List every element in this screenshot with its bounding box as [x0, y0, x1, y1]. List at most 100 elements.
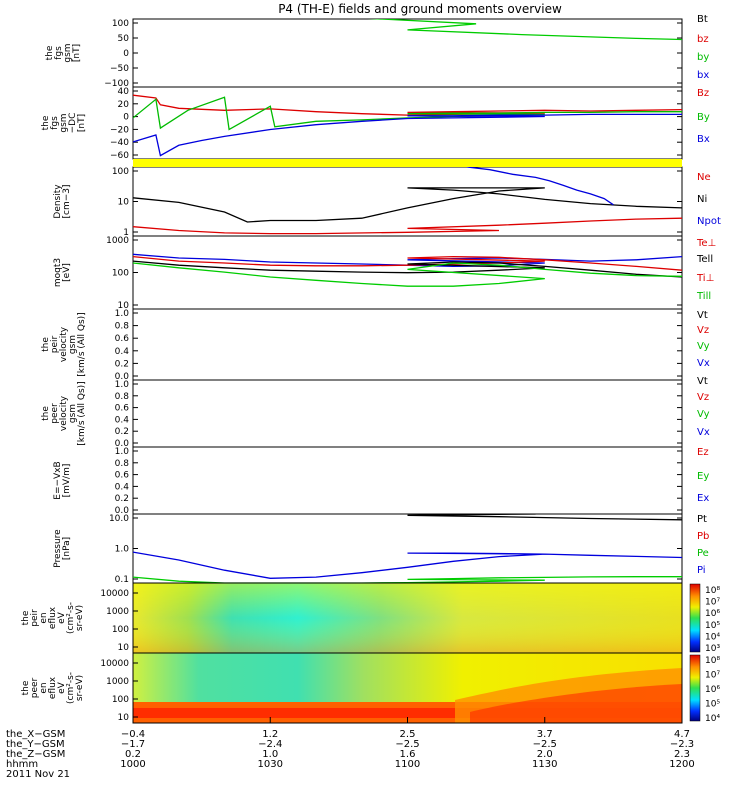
- y-axis-label: the: [21, 610, 31, 625]
- y-axis-label: peir: [50, 335, 60, 353]
- y-tick-label: 10.0: [109, 514, 129, 524]
- y-tick-label: 10: [118, 643, 130, 653]
- y-axis-label: E=−VxB: [53, 461, 63, 499]
- y-axis-label: gsm: [63, 43, 73, 62]
- y-tick-label: 0.2: [115, 427, 129, 437]
- y-axis-label: [mV/m]: [62, 464, 72, 498]
- y-tick-label: −50: [110, 64, 129, 74]
- legend-entry: Bx: [697, 134, 710, 145]
- y-axis-label: the: [41, 115, 51, 130]
- y-axis-label: [nT]: [72, 44, 82, 62]
- x-tick-label: 2.5: [400, 729, 416, 740]
- y-tick-label: 1000: [106, 236, 129, 246]
- x-row-label: the_Z−GSM: [6, 749, 65, 760]
- y-tick-label: 100: [112, 167, 129, 177]
- series-line-Till: [133, 262, 682, 287]
- x-tick-label: 1130: [532, 759, 557, 770]
- x-tick-label: 1.0: [262, 749, 278, 760]
- y-tick-label: −60: [110, 151, 129, 161]
- y-axis-label: the: [21, 680, 31, 695]
- panel-peer_velocity: 1.0 0.8 0.60.4 0.2 0.0 the peer velocity gsm [km/…: [41, 376, 710, 449]
- x-tick-label: 0.2: [125, 749, 141, 760]
- chart-title: P4 (TH-E) fields and ground moments over…: [278, 2, 562, 16]
- series-line-Pe: [133, 576, 682, 583]
- panel-frame: [132, 308, 683, 381]
- colorbar-tick-label: 10⁷: [705, 598, 720, 608]
- y-axis-label: eV: [57, 611, 67, 624]
- series-line-Ti⊥: [133, 253, 682, 268]
- legend-entry: Pt: [697, 514, 707, 525]
- panel-frame: [132, 18, 683, 88]
- y-axis-label: Pressure: [53, 529, 63, 568]
- y-tick-label: −20: [110, 125, 129, 135]
- y-axis-label: −DC: [68, 113, 78, 134]
- y-tick-label: 0.4: [115, 415, 130, 425]
- y-axis-label: en: [39, 612, 49, 623]
- legend-entry: Ey: [697, 471, 709, 482]
- y-tick-label: 10: [118, 713, 130, 723]
- y-axis-label: [km/s (All Qs)]: [77, 381, 87, 445]
- series-line-By: [133, 96, 682, 131]
- x-tick-label: 2.0: [537, 749, 553, 760]
- y-axis-label: gsm: [68, 335, 78, 354]
- y-axis-label: eflux: [48, 676, 58, 699]
- y-axis-label: [km/s (All Qs)]: [77, 312, 87, 376]
- legend-entry: Pe: [697, 548, 709, 559]
- legend-entry: Bt: [697, 14, 708, 25]
- panel-peir_velocity: 1.0 0.8 0.6 0.4 0.2 0.0 the peir velocity gsm [km/…: [41, 308, 710, 382]
- x-row-label: the_Y−GSM: [6, 739, 65, 750]
- x-tick-label: 1000: [120, 759, 145, 770]
- x-tick-label: −2.5: [395, 739, 419, 750]
- x-row-label: the_X−GSM: [6, 729, 65, 740]
- legend-entry: Vz: [697, 392, 709, 403]
- legend-entry: Npot: [697, 216, 721, 227]
- spectrogram-peer: [132, 652, 683, 724]
- y-axis-label: sr-eV): [75, 605, 85, 631]
- y-axis-label: gsm: [68, 404, 78, 423]
- panel-frame: [132, 379, 683, 448]
- y-tick-label: 50: [118, 34, 130, 44]
- panel-fgs_gsm: 100 50 0 −50 −100 the fgs gsm [nT] Bt bz by bx: [45, 14, 709, 89]
- y-tick-label: 10: [118, 301, 130, 311]
- y-axis-label: fgs: [54, 46, 64, 60]
- y-tick-label: 0.6: [115, 334, 130, 344]
- y-tick-label: 0.0: [115, 439, 130, 449]
- y-tick-label: 10000: [100, 589, 129, 599]
- y-tick-label: 0.0: [115, 506, 130, 516]
- y-tick-label: 0.0: [115, 372, 130, 382]
- y-axis-label: peer: [50, 403, 60, 424]
- y-axis-label: peer: [30, 677, 40, 698]
- y-tick-label: 1000: [106, 607, 129, 617]
- legend-entry: by: [697, 52, 709, 63]
- series-line-Npot: [466, 167, 614, 206]
- y-axis-label: the: [41, 337, 51, 352]
- panel-pressure: 10.0 1.0 0.1 Pressure [nPa] Pt Pb Pe Pi: [53, 513, 709, 585]
- y-axis-label: en: [39, 682, 49, 693]
- legend-entry: Vy: [697, 341, 710, 352]
- y-tick-label: 1: [123, 228, 129, 238]
- legend-entry: Vt: [697, 310, 708, 321]
- legend-entry: Vz: [697, 325, 709, 336]
- quality-flag-bar: [133, 159, 682, 167]
- y-tick-label: 0.4: [115, 482, 130, 492]
- y-tick-label: 10000: [100, 659, 129, 669]
- colorbar-tick-label: 10⁶: [705, 609, 720, 619]
- series-line-Pt: [407, 514, 682, 524]
- panel-frame: [132, 86, 683, 160]
- y-tick-label: 1000: [106, 677, 129, 687]
- series-line-Te⊥: [133, 255, 682, 276]
- y-tick-label: 1.0: [115, 545, 130, 555]
- y-tick-label: −40: [110, 138, 129, 148]
- legend-entry: Till: [696, 291, 711, 302]
- y-tick-label: 0.4: [115, 347, 130, 357]
- x-tick-label: 3.7: [537, 729, 553, 740]
- y-tick-label: 1.0: [115, 380, 130, 390]
- y-tick-label: 1.0: [115, 309, 130, 319]
- colorbar-peer: [689, 654, 701, 722]
- y-tick-label: 0.8: [115, 392, 130, 402]
- legend-entry: Ne: [697, 172, 711, 183]
- y-tick-label: 100: [112, 695, 129, 705]
- x-tick-label: 1030: [258, 759, 283, 770]
- panel-frame: [132, 166, 683, 237]
